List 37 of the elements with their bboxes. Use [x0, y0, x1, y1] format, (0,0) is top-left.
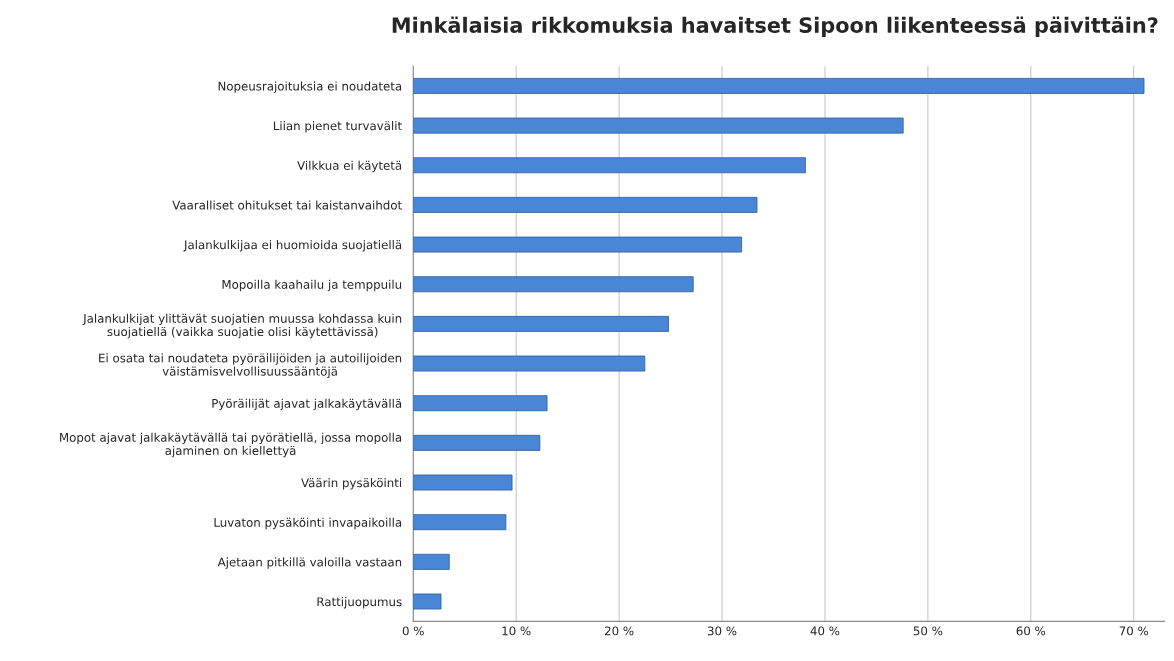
x-tick-label: 30 %: [707, 626, 737, 636]
bar: [413, 196, 758, 213]
bar: [413, 593, 442, 610]
x-tick-label: 20 %: [604, 626, 634, 636]
bar: [413, 315, 669, 332]
bar: [413, 117, 904, 134]
y-tick-label: Nopeusrajoituksia ei noudateta: [218, 81, 402, 93]
y-tick-label: Vaaralliset ohitukset tai kaistanvaihdot: [172, 200, 402, 210]
y-tick-label: Vilkkua ei käytetä: [297, 160, 402, 173]
y-tick-label: Ajetaan pitkillä valoilla vastaan: [217, 557, 402, 569]
bar: [413, 474, 513, 491]
y-tick-label: Ei osata tai noudateta pyöräilijöiden ja autoilijoiden väistämisvelvollisuussääntöjä: [99, 353, 402, 378]
bar: [413, 514, 507, 531]
y-tick-label: Rattijuopumus: [317, 597, 402, 609]
bar: [413, 395, 548, 412]
x-tick-label: 70 %: [1119, 626, 1149, 636]
chart-title: Minkälaisia rikkomuksia havaitset Sipoon liikenteessä päivittäin?: [392, 16, 1158, 37]
y-tick-label: Väärin pysäköinti: [301, 478, 402, 490]
bar: [413, 434, 541, 451]
x-tick-label: 0 %: [402, 626, 424, 636]
y-tick-label: Luvaton pysäköinti invapaikoilla: [214, 517, 402, 530]
y-tick-label: Mopoilla kaahailu ja temppuilu: [222, 279, 402, 292]
x-tick-label: 50 %: [913, 626, 943, 636]
bar: [413, 276, 694, 293]
y-tick-label: Jalankulkijaa ei huomioida suojatiellä: [183, 240, 402, 252]
bar: [413, 157, 806, 174]
y-tick-label: Mopot ajavat jalkakäytävällä tai pyörätiellä, jossa mopolla ajaminen on kiellettyä: [60, 432, 402, 458]
bar: [413, 553, 450, 570]
bar: [413, 236, 742, 253]
y-tick-label: Pyöräilijät ajavat jalkakäytävällä: [212, 398, 402, 411]
x-tick-label: 40 %: [810, 626, 840, 636]
bar: [413, 77, 1145, 94]
y-tick-label: Liian pienet turvavälit: [273, 121, 402, 133]
bar: [413, 355, 646, 372]
x-tick-label: 10 %: [502, 626, 531, 636]
x-tick-label: 60 %: [1016, 626, 1046, 636]
y-tick-label: Jalankulkijat ylittävät suojatien muussa kohdassa kuin suojatiellä (vaikka suojatie olisi käytettävissä): [82, 313, 402, 339]
